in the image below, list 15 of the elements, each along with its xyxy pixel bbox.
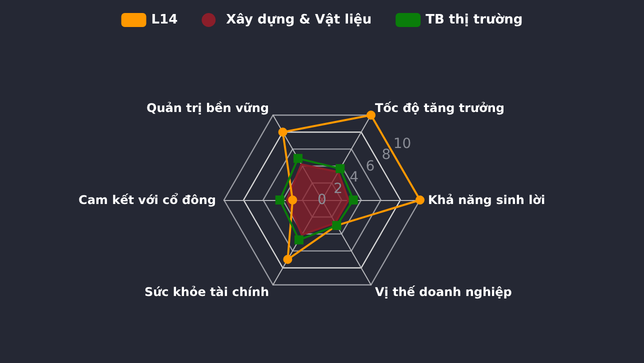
y-tick-label: 4 bbox=[350, 170, 359, 186]
y-tick-label: 10 bbox=[393, 136, 412, 152]
spoke-label: Tốc độ tăng trưởng bbox=[375, 101, 504, 116]
y-tick-label: 2 bbox=[334, 180, 343, 197]
legend-label: TB thị trường bbox=[426, 12, 523, 28]
spoke-label: Vị thế doanh nghiệp bbox=[375, 284, 512, 299]
y-tick-label: 8 bbox=[382, 147, 391, 164]
legend-label: L14 bbox=[151, 12, 178, 28]
y-tick-label: 0 bbox=[318, 192, 326, 208]
y-tick-label: 6 bbox=[366, 158, 375, 174]
legend-label: Xây dựng & Vật liệu bbox=[226, 12, 372, 28]
spoke-label: Quản trị bền vững bbox=[146, 101, 269, 116]
spoke-label: Sức khỏe tài chính bbox=[144, 284, 269, 299]
spoke-label: Khả năng sinh lời bbox=[428, 193, 546, 207]
spoke-label: Cam kết với cổ đông bbox=[78, 193, 216, 207]
